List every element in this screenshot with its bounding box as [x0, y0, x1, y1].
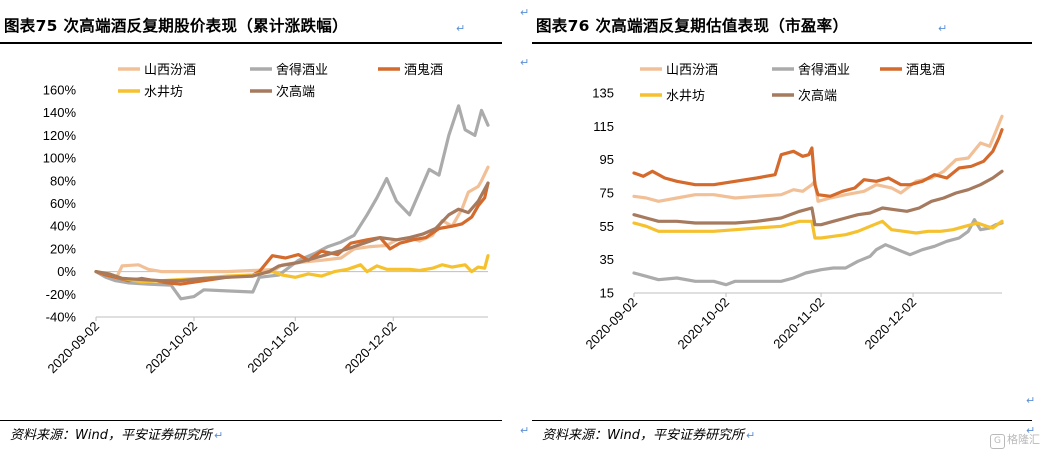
legend-label: 舍得酒业 — [276, 62, 328, 78]
y-tick-label: 60% — [50, 196, 76, 211]
series-line — [632, 114, 1004, 203]
footer-divider — [532, 420, 1032, 421]
chart-panel-left: 图表75 次高端酒反复期股价表现（累计涨跌幅） -40% -20% 0% 20% 40%… — [0, 0, 516, 456]
y-tick-label: 15 — [600, 286, 614, 301]
x-tick-label: 2020-09-02 — [44, 319, 102, 377]
series-line — [632, 169, 1004, 227]
source-note: 资料来源：Wind，平安证券研究所 ↵ — [10, 424, 223, 443]
y-tick-label: 0% — [57, 264, 76, 279]
y-tick-label: 95 — [600, 152, 614, 167]
y-tick-label: 135 — [592, 86, 614, 101]
y-tick-label: 115 — [593, 119, 614, 134]
legend-label: 水井坊 — [144, 85, 183, 100]
series-line — [94, 104, 490, 301]
series-line — [94, 181, 490, 283]
paragraph-mark-icon: ↵ — [745, 429, 756, 442]
y-tick-label: 75 — [600, 186, 614, 201]
paragraph-mark-icon: ↵ — [520, 424, 530, 437]
legend-label: 水井坊 — [666, 89, 705, 104]
source-text: 资料来源：Wind，平安证券研究所 — [542, 428, 744, 443]
watermark-text: 格隆汇 — [1007, 433, 1040, 446]
y-tick-label: 80% — [50, 173, 76, 188]
source-text: 资料来源：Wind，平安证券研究所 — [10, 428, 212, 443]
series-line — [632, 128, 1004, 198]
y-tick-label: 55 — [600, 219, 614, 234]
series-line — [94, 165, 490, 282]
legend-label: 酒鬼酒 — [404, 62, 443, 78]
legend-label: 山西汾酒 — [144, 63, 196, 78]
legend-label: 次高端 — [798, 88, 837, 104]
x-tick-label: 2020-10-02 — [142, 319, 200, 377]
watermark: G 格隆汇 — [990, 431, 1040, 449]
paragraph-mark-icon: ↵ — [456, 22, 466, 35]
x-tick-label: 2020-10-02 — [674, 295, 732, 353]
paragraph-mark-icon: ↵ — [520, 6, 530, 19]
y-tick-label: 100% — [43, 151, 77, 166]
paragraph-mark-icon: ↵ — [1026, 394, 1036, 407]
y-tick-label: 35 — [600, 252, 614, 267]
legend-label: 次高端 — [276, 84, 315, 100]
line-chart: 15 35 55 75 95 115 135 2020-09-02 2020-10-02 2020… — [582, 62, 1004, 353]
paragraph-mark-icon: ↵ — [520, 56, 530, 69]
y-tick-label: -20% — [46, 287, 77, 302]
chart-title: 图表76 次高端酒反复期估值表现（市盈率） — [536, 17, 849, 35]
series-line — [632, 219, 1004, 240]
y-tick-label: 160% — [43, 83, 77, 98]
x-tick-label: 2020-12-02 — [342, 319, 400, 377]
title-divider — [0, 42, 502, 44]
chart-panel-right: 图表76 次高端酒反复期估值表现（市盈率） 15 35 55 75 95 115 135 20… — [532, 0, 1048, 456]
paragraph-mark-icon: ↵ — [1026, 424, 1036, 437]
paragraph-mark-icon: ↵ — [938, 22, 948, 35]
series-line — [632, 218, 1004, 287]
x-tick-label: 2020-12-02 — [862, 295, 920, 353]
y-tick-label: 20% — [50, 241, 76, 256]
title-divider — [532, 42, 1032, 44]
y-tick-label: 120% — [43, 128, 77, 143]
x-tick-label: 2020-11-02 — [770, 295, 827, 352]
chart-title: 图表75 次高端酒反复期股价表现（累计涨跌幅） — [4, 17, 348, 35]
x-tick-label: 2020-09-02 — [582, 295, 640, 353]
source-note: 资料来源：Wind，平安证券研究所 ↵ — [542, 424, 755, 443]
series-line — [94, 254, 490, 284]
line-chart: -40% -20% 0% 20% 40% 60% 80% 100% 120% 140% 160% 20… — [43, 62, 490, 377]
x-tick-label: 2020-11-02 — [244, 319, 301, 376]
y-tick-label: 140% — [43, 105, 77, 120]
y-tick-label: -40% — [46, 310, 77, 325]
logo-icon: G — [990, 434, 1005, 449]
legend-label: 酒鬼酒 — [906, 62, 945, 78]
footer-divider — [0, 420, 502, 421]
legend-label: 山西汾酒 — [666, 63, 718, 78]
paragraph-mark-icon: ↵ — [213, 429, 224, 442]
legend-label: 舍得酒业 — [798, 62, 850, 78]
y-tick-label: 40% — [50, 219, 76, 234]
